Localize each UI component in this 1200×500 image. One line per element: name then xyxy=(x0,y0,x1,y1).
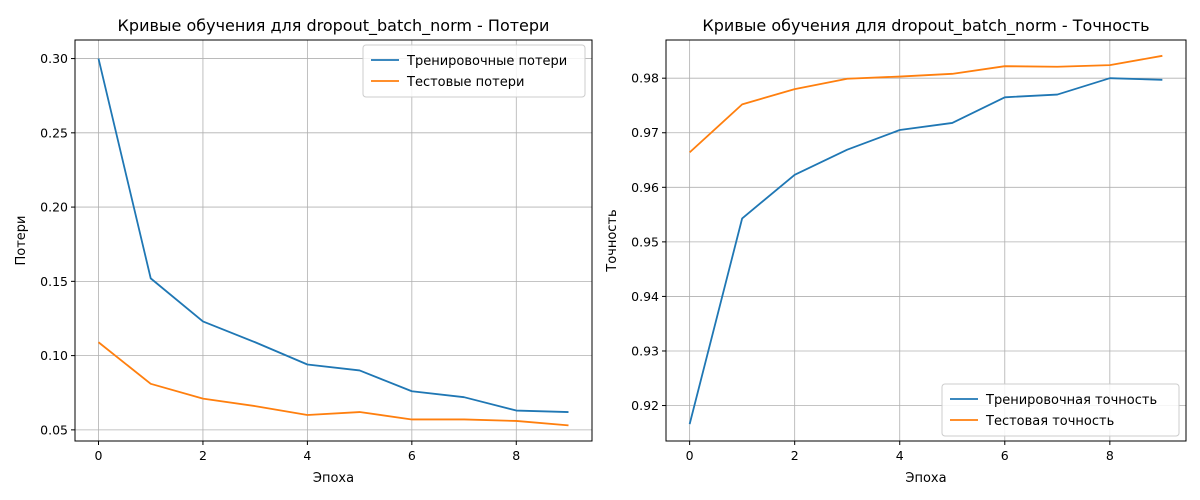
legend-box xyxy=(362,44,586,98)
series-line-1 xyxy=(97,58,569,413)
x-axis-label: Эпоха xyxy=(313,471,354,486)
y-tick-label: 0.98 xyxy=(631,71,659,86)
chart-title: Кривые обучения для dropout_batch_norm -… xyxy=(118,16,550,36)
y-tick-label: 0.05 xyxy=(40,422,68,437)
x-tick-label: 6 xyxy=(1001,448,1009,463)
x-tick-label: 8 xyxy=(512,448,520,463)
legend-label: Тренировочная точность xyxy=(985,393,1157,408)
y-tick-label: 0.93 xyxy=(631,343,659,358)
y-tick-label: 0.10 xyxy=(40,348,68,363)
x-tick-label: 2 xyxy=(791,448,799,463)
x-tick-label: 2 xyxy=(199,448,207,463)
y-tick-label: 0.96 xyxy=(631,180,659,195)
y-tick-label: 0.92 xyxy=(631,398,659,413)
x-tick-label: 4 xyxy=(896,448,904,463)
legend-label: Тренировочные потери xyxy=(406,54,567,69)
legend-label: Тестовая точность xyxy=(985,414,1114,429)
y-tick-label: 0.94 xyxy=(631,289,659,304)
legend: Тренировочная точность Тестовая точность xyxy=(941,383,1180,437)
y-tick-label: 0.25 xyxy=(40,125,68,140)
x-tick-label: 4 xyxy=(303,448,311,463)
chart-title: Кривые обучения для dropout_batch_norm -… xyxy=(702,16,1149,36)
series-line-2 xyxy=(689,54,1163,154)
y-tick-label: 0.95 xyxy=(631,234,659,249)
chart-panel-1: Кривые обучения для dropout_batch_norm -… xyxy=(14,16,593,486)
legend-box xyxy=(941,383,1180,437)
y-tick-label: 0.30 xyxy=(40,51,68,66)
x-axis-label: Эпоха xyxy=(905,471,946,486)
y-axis-label: Точность xyxy=(605,209,620,272)
y-tick-label: 0.97 xyxy=(631,125,659,140)
y-tick-label: 0.20 xyxy=(40,200,68,215)
x-tick-label: 0 xyxy=(686,448,694,463)
series-line-2 xyxy=(97,341,569,427)
chart-panel-2: Кривые обучения для dropout_batch_norm -… xyxy=(605,16,1187,486)
plot-frame xyxy=(665,39,1187,442)
legend: Тренировочные потери Тестовые потери xyxy=(362,44,586,98)
plot-frame xyxy=(74,39,593,442)
series-line-1 xyxy=(688,77,1163,425)
y-axis-label: Потери xyxy=(14,215,29,265)
x-tick-label: 0 xyxy=(95,448,103,463)
legend-label: Тестовые потери xyxy=(406,75,524,90)
x-tick-label: 8 xyxy=(1106,448,1114,463)
y-tick-label: 0.15 xyxy=(40,274,68,289)
x-tick-label: 6 xyxy=(408,448,416,463)
